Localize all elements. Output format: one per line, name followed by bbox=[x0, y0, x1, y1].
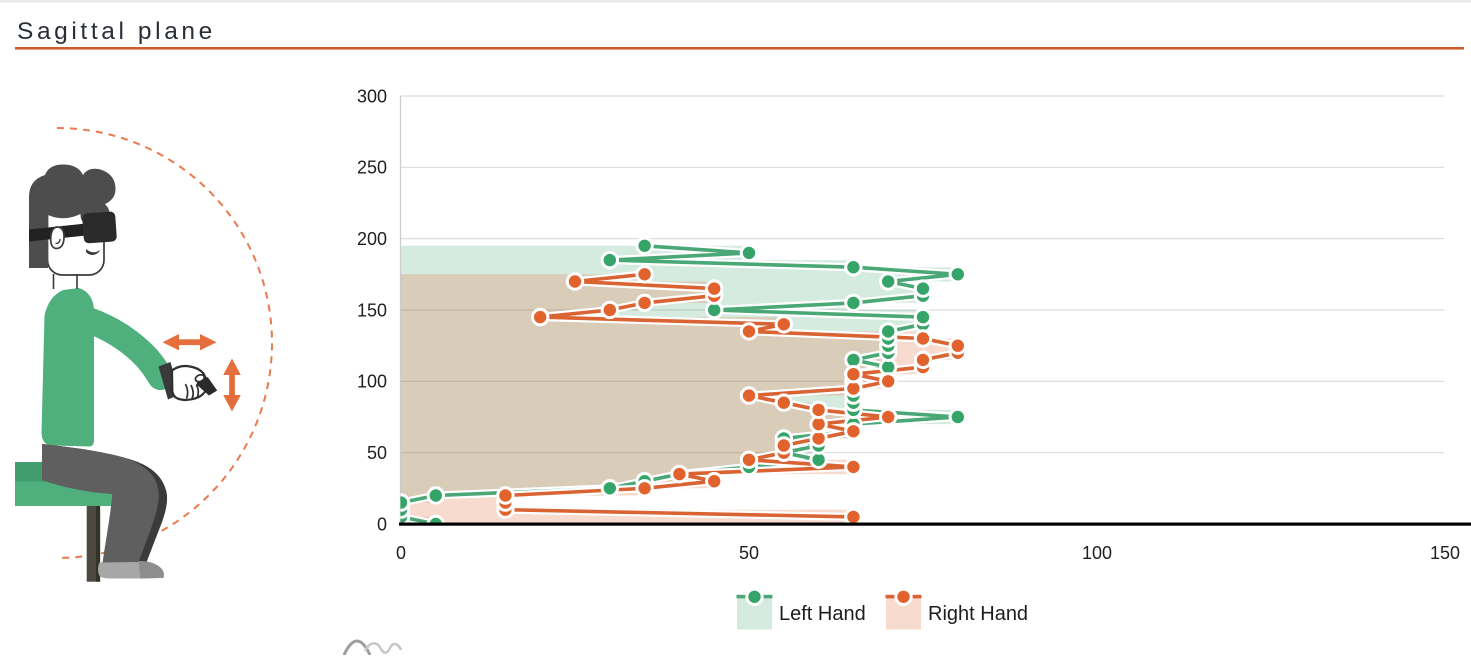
svg-text:100: 100 bbox=[1082, 543, 1112, 563]
svg-text:50: 50 bbox=[739, 543, 759, 563]
svg-text:300: 300 bbox=[357, 86, 387, 106]
svg-text:100: 100 bbox=[357, 372, 387, 392]
svg-text:150: 150 bbox=[1430, 543, 1460, 563]
svg-text:Left Hand: Left Hand bbox=[779, 603, 866, 625]
svg-text:Sagittal plane: Sagittal plane bbox=[17, 18, 216, 45]
svg-text:250: 250 bbox=[357, 158, 387, 178]
svg-text:0: 0 bbox=[377, 514, 387, 534]
svg-text:50: 50 bbox=[367, 443, 387, 463]
svg-text:0: 0 bbox=[396, 543, 406, 563]
svg-text:150: 150 bbox=[357, 300, 387, 320]
svg-text:200: 200 bbox=[357, 229, 387, 249]
svg-text:Right Hand: Right Hand bbox=[928, 603, 1028, 625]
